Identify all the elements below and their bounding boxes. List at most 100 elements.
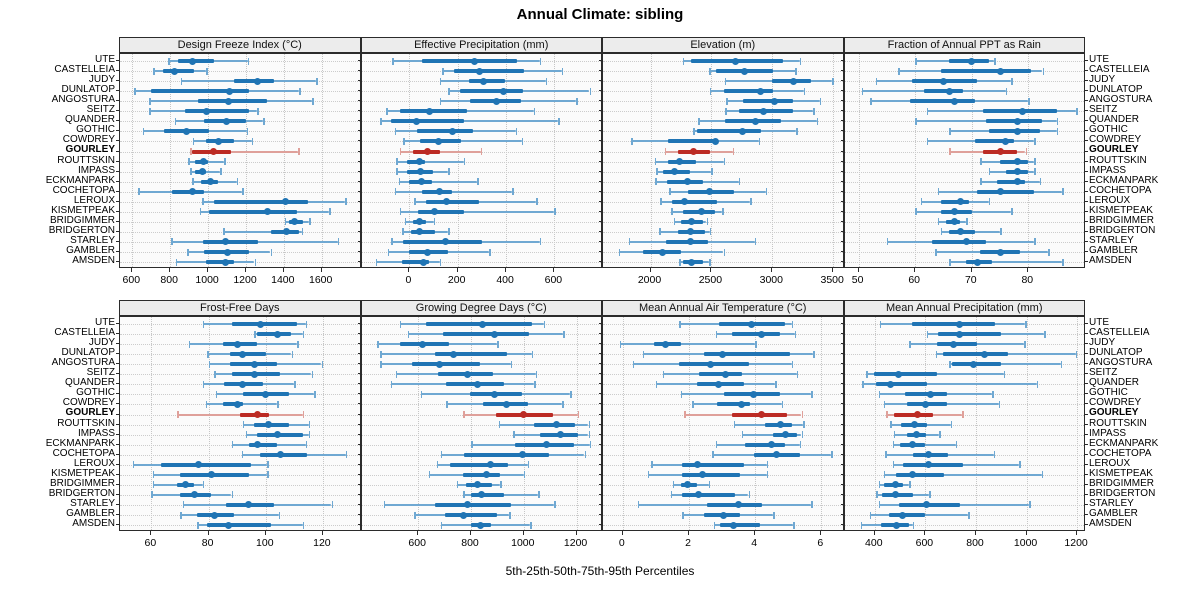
whisker-cap-right [308, 421, 311, 428]
whisker-cap-right [345, 451, 348, 459]
median-dot [732, 57, 740, 65]
whisker-cap-left [898, 67, 900, 75]
row-tick-left [116, 373, 119, 375]
median-dot [424, 148, 431, 155]
whisker-cap-right [570, 390, 572, 398]
median-dot [557, 431, 565, 439]
site-label: LEROUX [73, 457, 115, 469]
whisker-cap-left [199, 208, 202, 216]
median-dot [199, 158, 207, 165]
axis-tick-label: 200 [447, 274, 466, 286]
panel-strip-label: Mean Annual Air Temperature (°C) [639, 302, 807, 314]
row-tick-right [1085, 423, 1088, 425]
site-label: STARLEY [70, 234, 115, 246]
row-tick-left [599, 453, 602, 455]
row-tick-left [840, 473, 844, 475]
whisker-cap-left [394, 127, 397, 135]
row-tick-left [599, 473, 602, 475]
whisker-cap-right [539, 238, 542, 246]
site-label: COWDREY [1089, 134, 1142, 146]
percentile-5-95-line [190, 150, 299, 153]
whisker-cap-left [174, 117, 177, 125]
median-dot [483, 471, 491, 479]
whisker-cap-left [878, 481, 881, 489]
gridline [322, 317, 324, 530]
median-dot [250, 360, 258, 368]
whisker-cap-left [231, 441, 233, 449]
row-tick-left [840, 120, 844, 122]
whisker-cap-left [926, 330, 929, 338]
site-label: COCHETOPA [1089, 447, 1152, 459]
row-tick-right [1085, 90, 1088, 92]
axis-tick-label: 100 [256, 537, 274, 549]
row-tick-left [599, 70, 602, 71]
chart-title: Annual Climate: sibling [516, 6, 684, 23]
axis-tick-label: 120 [313, 537, 331, 549]
whisker-cap-left [920, 198, 923, 206]
whisker-cap-right [791, 360, 794, 368]
percentile-25-75-bar [260, 452, 308, 457]
row-tick-right [1085, 190, 1088, 192]
median-dot [479, 320, 487, 328]
whisker-cap-right [811, 501, 813, 509]
whisker-cap-right [236, 178, 238, 186]
row-tick-left [840, 170, 844, 172]
row-tick-left [116, 383, 119, 385]
axis-tick [914, 268, 916, 272]
whisker-cap-right [766, 461, 769, 469]
axis-tick-label: 1000 [195, 274, 219, 286]
median-dot [442, 238, 450, 246]
median-dot [435, 360, 443, 368]
whisker-cap-right [793, 521, 795, 529]
row-guide [120, 484, 360, 486]
row-tick-right [1085, 100, 1088, 102]
whisker-cap-left [861, 87, 863, 95]
whisker-cap-right [294, 380, 296, 388]
median-dot [688, 218, 696, 226]
site-label: SEITZ [1089, 104, 1118, 116]
axis-tick [820, 531, 822, 535]
gridline [971, 54, 973, 267]
whisker-cap-left [399, 208, 402, 216]
median-dot [1013, 178, 1021, 186]
row-tick-left [357, 524, 361, 525]
median-dot [899, 511, 907, 519]
whisker-cap-left [725, 107, 727, 115]
row-tick-left [599, 524, 602, 525]
row-guide [361, 181, 601, 183]
percentile-25-75-bar [873, 372, 937, 377]
whisker-cap-left [394, 188, 397, 196]
gridline [772, 54, 774, 267]
row-tick-left [599, 170, 602, 172]
whisker-cap-right [1041, 471, 1044, 479]
site-label: BRIDGERTON [48, 487, 115, 499]
row-tick-left [599, 110, 602, 112]
median-dot [474, 481, 482, 489]
percentile-25-75-bar [743, 99, 793, 104]
site-label: BRIDGIMMER [50, 477, 115, 489]
percentile-25-75-bar [426, 322, 532, 326]
whisker-cap-right [709, 258, 711, 266]
whisker-cap-right [577, 411, 580, 418]
row-tick-left [357, 60, 361, 61]
site-label: COWDREY [62, 397, 115, 409]
site-label: IMPASS [1089, 427, 1127, 439]
median-dot [923, 501, 931, 509]
row-tick-right [1085, 393, 1088, 395]
whisker-cap-left [223, 228, 225, 236]
median-dot [924, 451, 932, 459]
row-tick-left [840, 70, 844, 71]
site-label: AMSDEN [72, 255, 115, 266]
site-label: IMPASS [77, 164, 115, 176]
axis-tick [150, 531, 152, 535]
whisker-cap-left [420, 390, 423, 398]
row-tick-left [840, 514, 844, 515]
whisker-cap-right [448, 168, 450, 176]
whisker-cap-right [803, 421, 805, 428]
site-label: ANGOSTURA [1089, 357, 1153, 369]
row-tick-left [116, 503, 119, 505]
whisker-cap-right [803, 87, 806, 95]
median-dot [256, 320, 264, 328]
median-dot [683, 178, 691, 186]
site-label: GAMBLER [1089, 508, 1138, 519]
